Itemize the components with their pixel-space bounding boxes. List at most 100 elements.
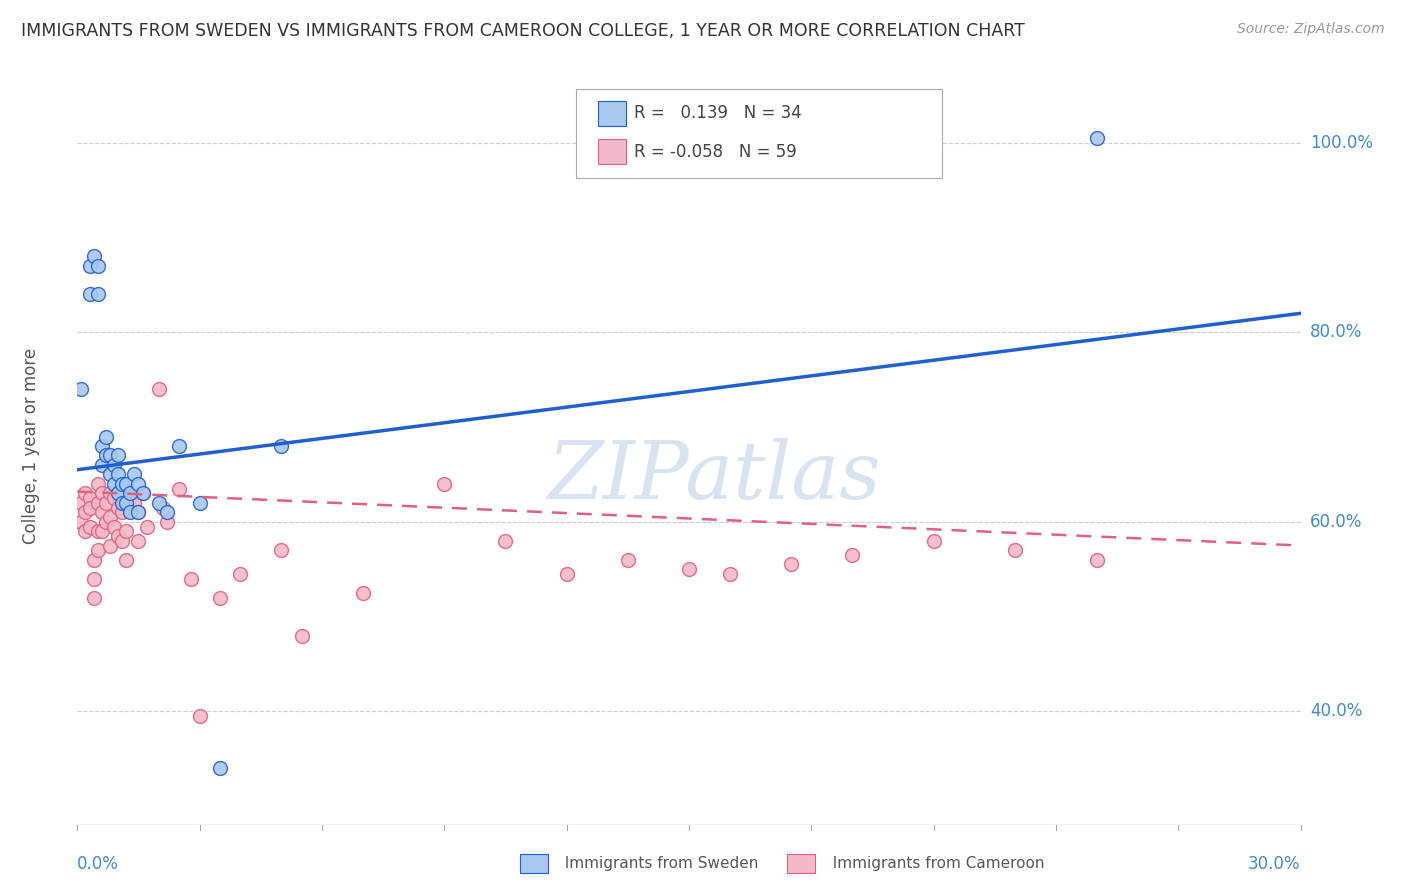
Point [148,496,170,510]
Point [156,515,179,529]
Text: R =   0.139   N = 34: R = 0.139 N = 34 [634,104,801,122]
Text: 0.0%: 0.0% [77,855,120,873]
Point [98,539,121,553]
Point [352,586,374,600]
Point [79,259,101,273]
Point [83,572,105,586]
Point [120,491,142,505]
Point [87,496,110,510]
Point [1085,553,1108,567]
Point [169,482,191,496]
Text: 40.0%: 40.0% [1310,702,1362,721]
Point [208,761,231,775]
Point [103,458,125,472]
Point [131,486,153,500]
Point [495,533,517,548]
Point [180,572,202,586]
Text: ZIPatlas: ZIPatlas [547,438,880,515]
Point [83,553,105,567]
Point [115,476,138,491]
Point [156,505,179,519]
Point [208,591,231,605]
Point [90,486,112,500]
Point [115,553,138,567]
Point [98,510,121,524]
Point [1004,543,1026,558]
Text: IMMIGRANTS FROM SWEDEN VS IMMIGRANTS FROM CAMEROON COLLEGE, 1 YEAR OR MORE CORRE: IMMIGRANTS FROM SWEDEN VS IMMIGRANTS FRO… [21,22,1025,40]
Point [135,519,157,533]
Point [90,439,112,453]
Point [111,476,134,491]
Point [169,439,191,453]
Text: Immigrants from Sweden: Immigrants from Sweden [555,856,759,871]
Point [841,548,863,562]
Point [79,287,101,301]
Point [107,500,129,515]
Point [152,500,174,515]
Point [70,515,93,529]
Point [127,505,149,519]
Point [83,591,105,605]
Point [87,287,110,301]
Text: College, 1 year or more: College, 1 year or more [22,348,39,544]
Point [87,543,110,558]
Point [779,558,801,572]
Point [70,496,93,510]
Text: 100.0%: 100.0% [1310,134,1374,152]
Point [270,543,292,558]
Point [718,566,741,581]
Point [290,629,312,643]
Point [131,486,153,500]
Point [79,500,101,515]
Point [115,496,138,510]
Point [555,566,578,581]
Point [98,486,121,500]
Point [75,524,97,539]
Point [103,491,125,505]
Point [103,519,125,533]
Point [103,476,125,491]
Text: 80.0%: 80.0% [1310,323,1362,342]
Point [120,486,142,500]
Point [229,566,252,581]
Point [87,524,110,539]
Point [617,553,640,567]
Point [107,449,129,463]
Point [87,476,110,491]
Point [120,505,142,519]
Point [70,382,93,396]
Point [111,533,134,548]
Point [98,467,121,482]
Point [83,250,105,264]
Point [188,496,211,510]
Point [270,439,292,453]
Point [90,524,112,539]
Point [433,476,456,491]
Point [87,259,110,273]
Point [107,486,129,500]
Point [98,449,121,463]
Point [1085,131,1108,145]
Point [94,449,117,463]
Text: 60.0%: 60.0% [1310,513,1362,531]
Point [90,505,112,519]
Point [79,519,101,533]
Point [678,562,700,576]
Point [124,467,146,482]
Point [94,496,117,510]
Point [75,505,97,519]
Text: R = -0.058   N = 59: R = -0.058 N = 59 [634,143,797,161]
Text: 30.0%: 30.0% [1249,855,1301,873]
Point [922,533,945,548]
Point [75,486,97,500]
Point [148,382,170,396]
Point [94,429,117,443]
Point [127,476,149,491]
Point [111,505,134,519]
Text: Immigrants from Cameroon: Immigrants from Cameroon [823,856,1045,871]
Point [188,709,211,723]
Point [127,533,149,548]
Point [79,491,101,505]
Point [111,496,134,510]
Point [115,524,138,539]
